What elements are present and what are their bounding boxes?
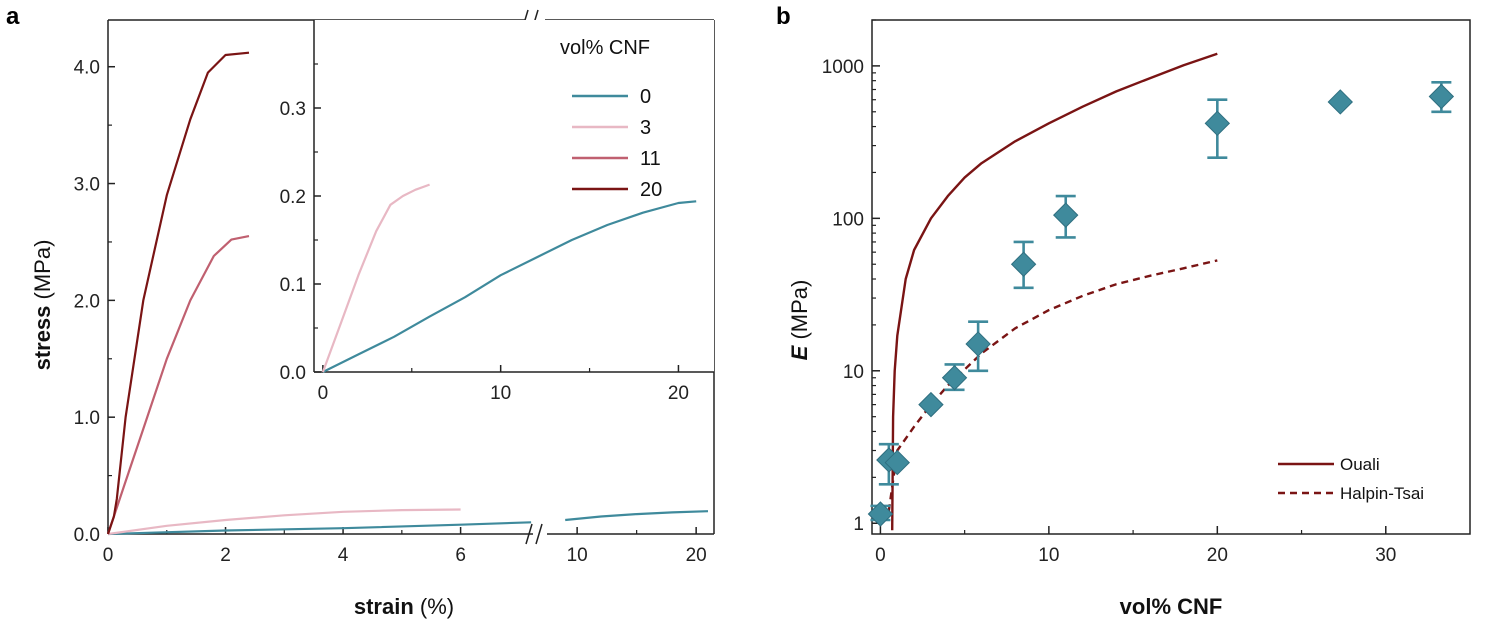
b-x-tick-label: 20 xyxy=(1207,545,1228,566)
inset-background xyxy=(314,20,714,372)
b-x-tick-label: 10 xyxy=(1038,545,1059,566)
legend-label-halpin-tsai: Halpin-Tsai xyxy=(1340,484,1424,503)
series-line-20vol xyxy=(106,51,250,535)
x-tick-label: 2 xyxy=(220,545,231,566)
panel-b: b 1 10 100 1000 0 10 20 30 Ouali Halpin-Tsai vol… xyxy=(776,3,1471,619)
series-line-0vol-right xyxy=(565,510,709,522)
panel-b-plot: 1 10 100 1000 0 10 20 30 xyxy=(822,19,1471,566)
inset-x-tick-label: 10 xyxy=(490,383,511,404)
data-point-diamond xyxy=(1053,202,1079,228)
y-tick-label: 2.0 xyxy=(74,291,100,312)
data-point-diamond xyxy=(1010,251,1037,277)
panel-a: a 0.0 1.0 2.0 3.0 4.0 0 2 4 6 10 20 0.0 0.1 0.2 0.3 0 1… xyxy=(6,3,715,619)
panel-a-legend: vol% CNF 0 3 11 20 xyxy=(560,37,662,201)
x-axis-label-unit: (%) xyxy=(414,594,454,619)
inset-y-tick-label: 0.3 xyxy=(280,99,306,120)
inset-y-tick-label: 0.1 xyxy=(280,275,306,296)
b-x-axis-label: vol% CNF xyxy=(1120,594,1223,619)
b-y-axis-label: E (MPa) xyxy=(787,280,812,361)
b-y-tick-label: 100 xyxy=(832,209,864,230)
data-point-diamond xyxy=(941,365,968,391)
b-y-tick-label: 10 xyxy=(843,362,864,383)
axis-break-mark xyxy=(535,523,543,545)
x-axis-label-bold: strain xyxy=(354,594,414,619)
x-tick-label: 20 xyxy=(686,545,707,566)
model-line-ouali xyxy=(891,52,1218,531)
data-point-diamond xyxy=(1428,83,1455,110)
data-point-diamond xyxy=(1327,89,1354,115)
legend-title: vol% CNF xyxy=(560,37,650,59)
panel-a-label: a xyxy=(6,3,20,30)
y-tick-label: 3.0 xyxy=(74,175,100,196)
y-axis-label-unit: (MPa) xyxy=(30,240,55,306)
b-y-axis-label-symbol: E xyxy=(787,344,812,360)
x-axis-label: strain (%) xyxy=(354,594,454,619)
y-axis-label-bold: stress xyxy=(30,306,55,371)
model-line-halpin-tsai xyxy=(887,259,1218,512)
x-tick-label: 6 xyxy=(455,545,466,566)
panel-b-label: b xyxy=(776,3,791,30)
series-line-0vol-left xyxy=(107,521,532,536)
series-line-11vol xyxy=(106,235,250,535)
series-line-3vol xyxy=(107,508,461,536)
legend-label-20vol: 20 xyxy=(640,179,662,201)
data-point-diamond xyxy=(884,449,910,476)
legend-label-3vol: 3 xyxy=(640,117,651,139)
inset-x-tick-label: 20 xyxy=(668,383,689,404)
data-point-diamond xyxy=(965,331,991,357)
panel-b-legend: Ouali Halpin-Tsai xyxy=(1278,455,1424,503)
legend-label-ouali: Ouali xyxy=(1340,455,1380,474)
data-point-diamond xyxy=(867,501,894,527)
inset-x-tick-label: 0 xyxy=(318,383,329,404)
inset-y-tick-label: 0.0 xyxy=(280,363,306,384)
panel-a-inset-plot: 0.0 0.1 0.2 0.3 0 10 20 xyxy=(280,20,714,404)
x-tick-label: 4 xyxy=(338,545,349,566)
y-tick-label: 0.0 xyxy=(74,525,100,546)
y-tick-label: 4.0 xyxy=(74,58,100,79)
b-y-axis-label-unit: (MPa) xyxy=(787,280,812,346)
b-y-tick-label: 1 xyxy=(853,514,864,535)
legend-label-11vol: 11 xyxy=(640,148,661,170)
b-y-tick-label: 1000 xyxy=(822,57,864,78)
data-point-diamond xyxy=(918,391,944,418)
x-tick-label: 10 xyxy=(567,545,588,566)
x-tick-label: 0 xyxy=(103,545,114,566)
inset-y-tick-label: 0.2 xyxy=(280,187,306,208)
plot-frame xyxy=(871,19,1471,535)
inset-series-line-3vol xyxy=(321,183,430,373)
b-x-tick-label: 30 xyxy=(1375,545,1396,566)
inset-series-line-0vol xyxy=(322,200,697,373)
y-axis-label: stress (MPa) xyxy=(30,240,55,371)
y-tick-label: 1.0 xyxy=(74,408,100,429)
legend-label-0vol: 0 xyxy=(640,86,651,108)
axis-break-mark xyxy=(525,523,533,545)
data-point-diamond xyxy=(1204,110,1231,137)
b-x-tick-label: 0 xyxy=(875,545,886,566)
